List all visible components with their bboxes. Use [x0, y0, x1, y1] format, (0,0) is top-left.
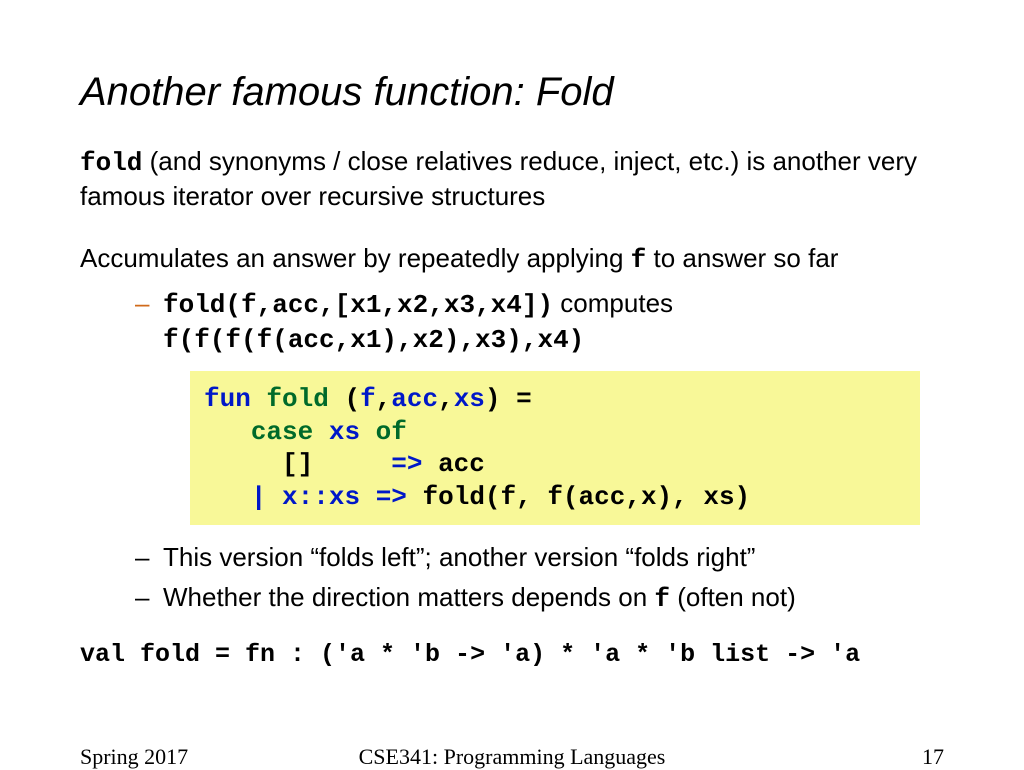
type-signature: val fold = fn : ('a * 'b -> 'a) * 'a * '… [80, 640, 944, 669]
computes-item: – fold(f,acc,[x1,x2,x3,x4]) computes f(f… [135, 287, 944, 358]
param-acc: acc [391, 384, 438, 414]
dash-icon: – [135, 287, 149, 320]
intro-paragraph: fold (and synonyms / close relatives red… [80, 145, 944, 214]
pat-bar: | [251, 482, 267, 512]
kw-case: case [251, 417, 313, 447]
computes-result: f(f(f(f(acc,x1),x2),x3),x4) [163, 325, 584, 355]
dash-icon: – [135, 581, 149, 614]
computes-word: computes [553, 288, 673, 318]
note-item-2: – Whether the direction matters depends … [135, 581, 944, 616]
footer-right: 17 [922, 744, 944, 770]
intro-code: fold [80, 148, 142, 178]
note-1-text: This version “folds left”; another versi… [163, 542, 755, 572]
slide: Another famous function: Fold fold (and … [0, 0, 1024, 768]
kw-fun: fun [204, 384, 251, 414]
pat-x: x [282, 482, 298, 512]
note-2-code: f [654, 584, 670, 614]
kw-of: of [376, 417, 407, 447]
note-2-after: (often not) [670, 582, 796, 612]
pat-nil: [] [282, 449, 313, 479]
intro-text: (and synonyms / close relatives reduce, … [80, 146, 917, 211]
note-item-1: – This version “folds left”; another ver… [135, 541, 944, 574]
code-comma1: , [376, 384, 392, 414]
pat-cons: :: [298, 482, 329, 512]
res-acc: acc [438, 449, 485, 479]
code-comma2: , [438, 384, 454, 414]
accum-before: Accumulates an answer by repeatedly appl… [80, 243, 631, 273]
ident-fold: fold [266, 384, 328, 414]
param-f: f [360, 384, 376, 414]
code-lparen: ( [329, 384, 360, 414]
arrow2: => [376, 482, 407, 512]
dash-icon: – [135, 541, 149, 574]
notes-block: – This version “folds left”; another ver… [135, 541, 944, 616]
param-xs: xs [454, 384, 485, 414]
accum-paragraph: Accumulates an answer by repeatedly appl… [80, 242, 944, 277]
slide-title: Another famous function: Fold [80, 70, 944, 115]
computes-call: fold(f,acc,[x1,x2,x3,x4]) [163, 290, 553, 320]
pat-xs: xs [329, 482, 360, 512]
footer-center: CSE341: Programming Languages [0, 744, 1024, 770]
accum-code: f [631, 245, 647, 275]
arrow1: => [391, 449, 422, 479]
code-rparen: ) = [485, 384, 532, 414]
rec-call: fold(f, f(acc,x), xs) [407, 482, 750, 512]
note-2-before: Whether the direction matters depends on [163, 582, 654, 612]
case-xs: xs [329, 417, 360, 447]
accum-after: to answer so far [646, 243, 838, 273]
code-block: fun fold (f,acc,xs) = case xs of [] => a… [190, 371, 920, 525]
